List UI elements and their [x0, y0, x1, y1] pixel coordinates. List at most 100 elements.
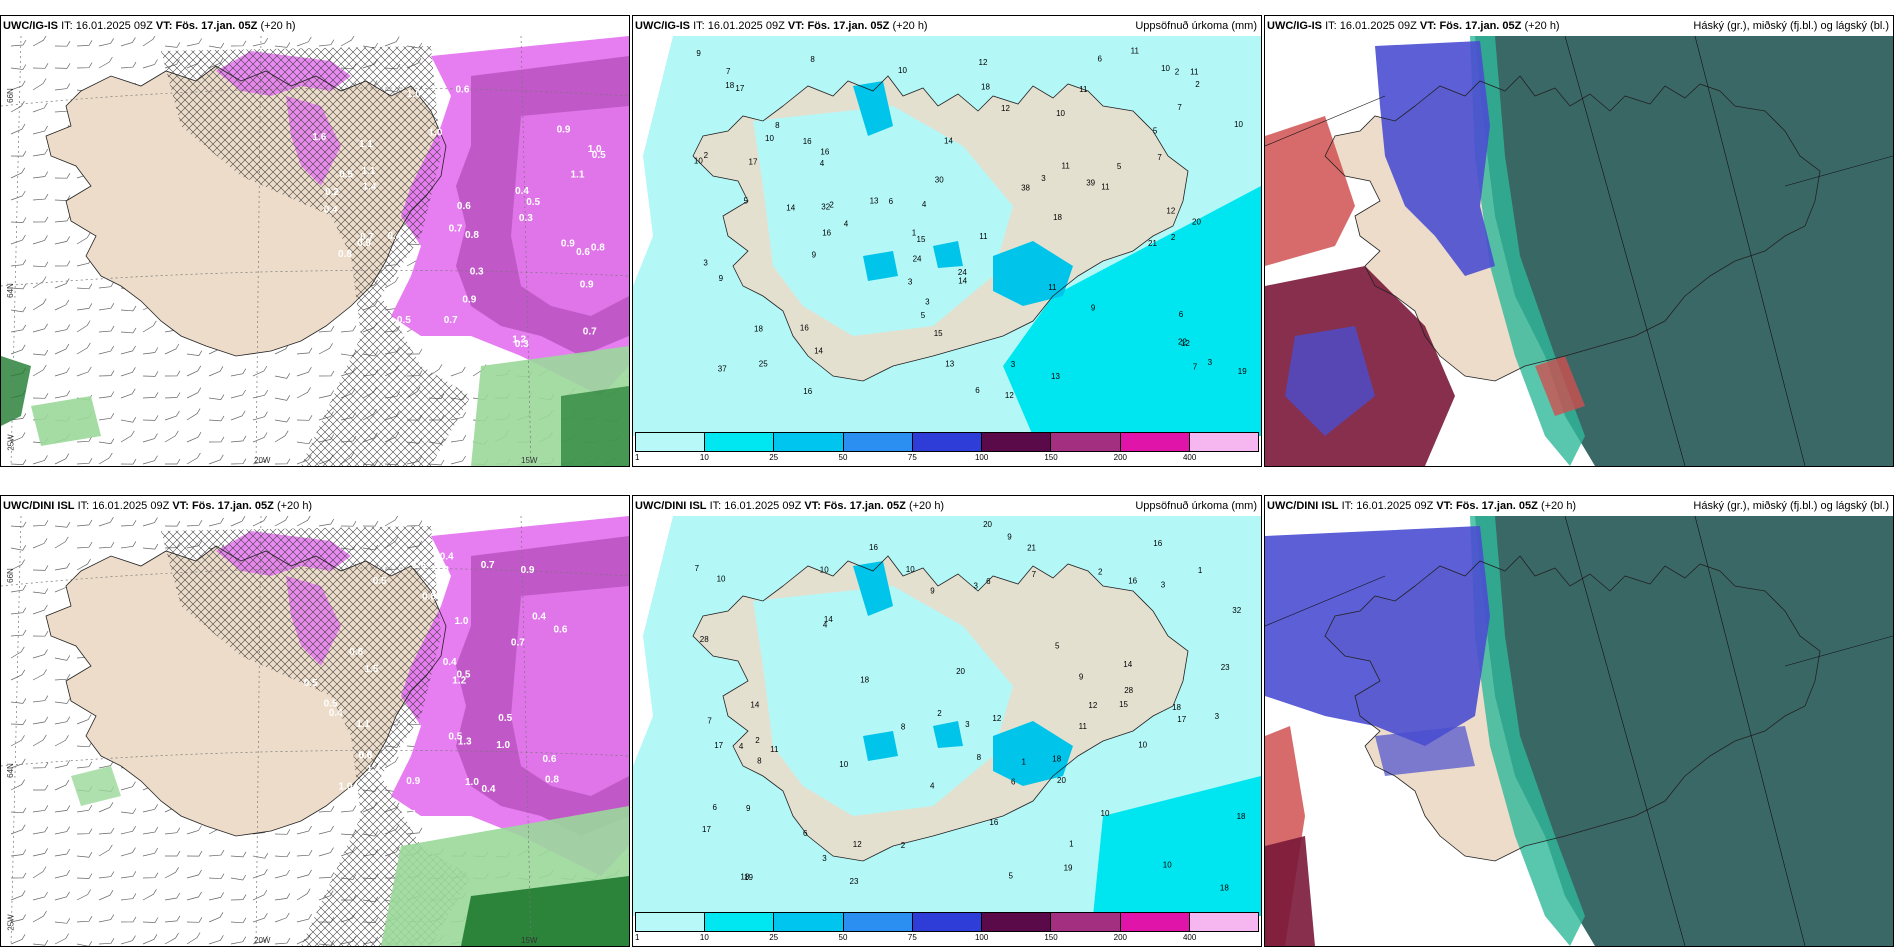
map-value-label: 23: [1221, 663, 1230, 672]
wind-barb: [186, 408, 201, 421]
it-value: 16.01.2025 09Z: [75, 20, 153, 32]
colorbar-label: 400: [1182, 453, 1197, 462]
wind-barb: [208, 394, 225, 400]
map-value-label: 3: [1208, 358, 1213, 367]
wind-barb: [76, 916, 93, 923]
wind-barb: [76, 436, 93, 443]
map-value-label: 3: [1215, 712, 1220, 721]
wind-barb: [120, 61, 137, 69]
map-value-label: 37: [718, 365, 727, 374]
wind-barb: [32, 364, 47, 377]
map-value-label: 7: [695, 564, 700, 573]
wind-barb: [10, 259, 27, 267]
wind-barb: [252, 889, 268, 901]
wind-barb: [98, 452, 113, 465]
wind-barb: [274, 851, 291, 858]
map-value-label: 6: [713, 803, 718, 812]
wind-barb: [32, 148, 49, 157]
map-value-label: 3: [965, 720, 970, 729]
map-value-label: 18: [1237, 812, 1246, 821]
map-value-label: 9: [1079, 673, 1084, 682]
wind-barb: [142, 320, 157, 333]
wind-barb: [32, 604, 48, 615]
map-value-label: 3: [974, 582, 979, 591]
map-value-label: 12: [1088, 701, 1097, 710]
model-name: UWC/IG-IS: [3, 20, 58, 32]
wind-barb: [76, 458, 93, 465]
wind-barb: [32, 762, 49, 769]
mid-cloud-patch: [1375, 726, 1475, 776]
wind-barb: [142, 36, 156, 47]
colorbar-label: 100: [974, 933, 989, 942]
wind-barb: [54, 343, 70, 355]
map-value-label: 1: [912, 229, 917, 238]
map-value-label: 10: [694, 157, 703, 166]
map-value-label: 4: [823, 620, 828, 629]
colorbar-swatch: [1120, 433, 1190, 451]
wind-barb: [230, 516, 246, 527]
wind-barb: [98, 871, 115, 879]
map-value-label: 8: [977, 753, 982, 762]
graticule: [1265, 36, 1893, 466]
wind-barb: [340, 805, 357, 813]
map-value-label: 3: [1161, 580, 1166, 589]
wind-barb: [340, 325, 357, 333]
map-value-label: 2: [901, 841, 906, 850]
colorbar-swatch: [636, 433, 706, 451]
map-value-label: 3: [925, 298, 930, 307]
wind-barb: [76, 761, 93, 769]
wind-barb: [76, 519, 93, 527]
wind-barb: [384, 276, 399, 289]
wind-barb: [10, 283, 27, 290]
wind-barb: [32, 125, 48, 135]
map-value-label: 4: [820, 159, 825, 168]
map-value-label: 5: [1055, 642, 1060, 651]
map-value-label: 20: [1057, 776, 1066, 785]
it-label: IT:: [61, 20, 73, 32]
graticule: [10, 516, 532, 946]
precip-glacier: [993, 721, 1073, 786]
wind-barb: [120, 781, 136, 791]
graticule-label: 66N: [5, 88, 15, 103]
wind-barb: [230, 874, 247, 881]
wind-barb: [274, 912, 290, 923]
map-value-label: 20: [956, 667, 965, 676]
wind-barb: [252, 853, 269, 859]
vt-value: Fös. 17.jan. 05Z: [191, 500, 274, 512]
panel-snow-igis: UWC/IG-IS IT: 16.01.2025 09Z VT: Fös. 17…: [0, 15, 630, 467]
wind-barb: [142, 455, 158, 465]
map-canvas: 1.00.90.50.41.31.51.10.80.60.70.50.41.01…: [1, 516, 629, 946]
colorbar-swatch: [1189, 433, 1258, 451]
green-west: [71, 766, 121, 806]
wind-barb: [32, 805, 49, 813]
field-title: Uppsöfnuð úrkoma (mm): [1135, 20, 1257, 32]
map-value-label: 0.5: [397, 315, 411, 326]
wind-barb: [208, 935, 224, 945]
map-value-label: 18: [740, 872, 749, 881]
map-value-label: 11: [1190, 67, 1199, 76]
wind-barb: [10, 584, 27, 593]
map-value-label: 1.2: [452, 676, 466, 687]
map-value-label: 11: [1079, 85, 1088, 94]
wind-barb: [230, 40, 247, 47]
map-value-label: 0.2: [325, 187, 339, 198]
map-value-label: 6: [803, 829, 808, 838]
wind-barb: [230, 389, 246, 399]
map-value-label: 0.6: [576, 247, 590, 258]
panel-cloud-dini: UWC/DINI ISL IT: 16.01.2025 09Z VT: Fös.…: [1264, 495, 1894, 947]
map-value-label: 10: [820, 565, 829, 574]
map-value-label: 3: [908, 278, 913, 287]
colorbar-label: 200: [1113, 933, 1128, 942]
map-value-label: 2: [704, 151, 709, 160]
wind-barb: [120, 520, 137, 527]
wind-barb: [54, 324, 71, 333]
wind-barb: [98, 938, 115, 945]
map-value-label: 11: [1131, 47, 1140, 56]
map-value-label: 10: [1056, 109, 1065, 118]
map-value-label: 0.5: [339, 170, 353, 181]
precip-spot: [863, 731, 898, 761]
panel-snow-dini: UWC/DINI ISL IT: 16.01.2025 09Z VT: Fös.…: [0, 495, 630, 947]
graticule-label: 25W: [6, 914, 16, 931]
precip-spot: [863, 251, 898, 281]
colorbar-swatch: [843, 913, 913, 931]
